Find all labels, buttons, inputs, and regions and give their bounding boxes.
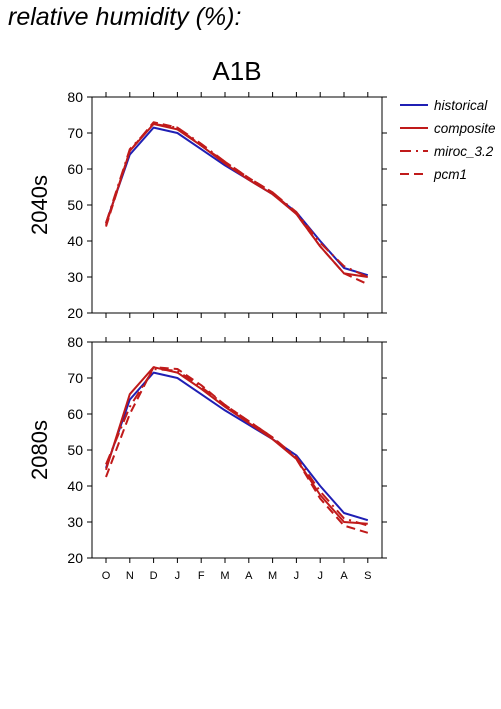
legend-item-miroc: miroc_3.2: [400, 144, 494, 159]
y-tick-label: 20: [67, 550, 83, 566]
y-tick-label: 70: [67, 370, 83, 386]
panel-label: 2040s: [27, 175, 52, 235]
series-line-historical: [105, 371, 369, 522]
y-tick-label: 50: [67, 197, 83, 213]
y-tick-label: 30: [67, 269, 83, 285]
y-tick-label: 30: [67, 514, 83, 530]
x-tick-label: A: [340, 570, 348, 582]
y-tick-label: 40: [67, 478, 83, 494]
legend-item-historical: historical: [400, 98, 488, 113]
plot-frame: [91, 341, 383, 559]
legend: historical composite miroc_3.2 pcm1: [400, 98, 496, 182]
x-tick-label: F: [198, 570, 205, 582]
chart-panels: 20 30 40 50 60 70 80 2040s 20 30 40 50 60 70 80 2080s O N…: [27, 89, 387, 582]
x-tick-label: M: [220, 570, 229, 582]
series-line-pcm1: [105, 366, 369, 534]
series-line-pcm1: [105, 121, 369, 286]
legend-label: historical: [434, 98, 488, 113]
y-tick-label: 40: [67, 233, 83, 249]
plot-frame: [91, 96, 383, 314]
y-tick-label: 70: [67, 125, 83, 141]
legend-label: pcm1: [433, 167, 467, 182]
x-tick-label: J: [294, 570, 300, 582]
series-line-miroc: [105, 123, 369, 278]
chart-title: A1B: [212, 56, 261, 86]
y-tick-label: 50: [67, 442, 83, 458]
x-tick-label: O: [102, 570, 111, 582]
y-tick-label: 80: [67, 89, 83, 105]
legend-label: miroc_3.2: [434, 144, 494, 159]
x-tick-label: M: [268, 570, 277, 582]
panel-2080s: 20 30 40 50 60 70 80 2080s O N D J F M A M J J A S: [27, 334, 387, 582]
page-title: relative humidity (%):: [8, 3, 242, 31]
y-tick-label: 80: [67, 334, 83, 350]
x-tick-label: N: [126, 570, 134, 582]
y-tick-label: 60: [67, 406, 83, 422]
panel-label: 2080s: [27, 420, 52, 480]
x-tick-label: J: [175, 570, 181, 582]
legend-item-composite: composite: [400, 121, 496, 136]
series-line-composite: [105, 123, 368, 278]
series-line-historical: [105, 126, 369, 277]
x-tick-label: S: [364, 570, 371, 582]
x-tick-label: J: [317, 570, 323, 582]
panel-2040s: 20 30 40 50 60 70 80 2040s: [27, 89, 387, 321]
series-line-miroc: [105, 368, 369, 527]
y-tick-label: 60: [67, 161, 83, 177]
series-line-composite: [105, 366, 368, 525]
y-tick-label: 20: [67, 305, 83, 321]
x-tick-label: A: [245, 570, 253, 582]
x-tick-label: D: [150, 570, 158, 582]
legend-label: composite: [434, 121, 496, 136]
legend-item-pcm1: pcm1: [400, 167, 467, 182]
